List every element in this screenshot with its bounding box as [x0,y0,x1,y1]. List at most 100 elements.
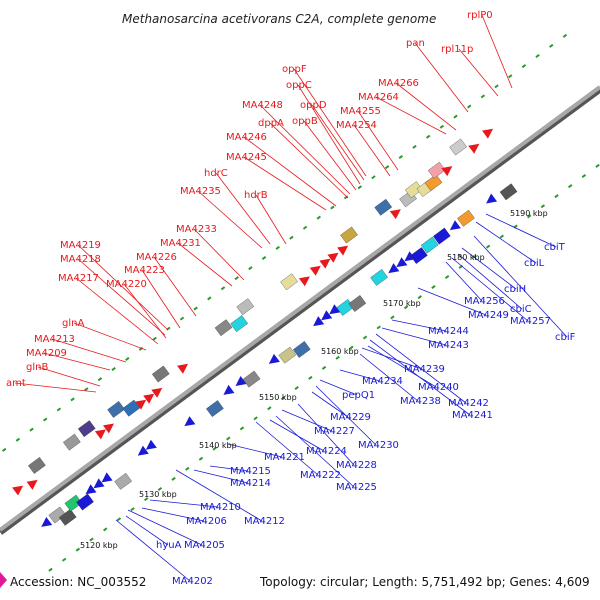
leader-line [125,515,169,546]
track-dot [179,316,185,321]
gene-block [64,494,83,512]
track-dot [308,375,313,380]
gene-block [151,365,170,383]
forward-gene-label: MA4233 [176,224,217,235]
leader-line [193,228,245,281]
reverse-gene-label: MA4239 [404,364,445,375]
track-dot [226,436,231,441]
forward-gene-label: rplP0 [467,10,493,21]
track-dot [130,507,135,512]
reverse-gene-arrow [137,445,149,456]
gene-block [236,298,255,316]
kbp-tick-label: 5150 kbp [259,393,297,402]
leader-line [123,283,167,339]
forward-gene-arrow [12,485,24,496]
leader-line [311,104,365,181]
forward-gene-label: hdrC [204,168,228,179]
track-dot [453,114,458,119]
gene-block [230,315,248,332]
track-dot [466,104,472,109]
forward-gene-label: MA4246 [226,132,267,143]
track-dot [595,163,600,168]
leader-line [227,443,283,458]
track-dot [321,365,327,370]
reverse-gene-label: cbiL [524,258,545,269]
forward-gene-arrow [177,363,189,374]
leader-line [14,382,97,393]
gene-block [58,508,77,526]
track-dot [567,184,573,189]
track-dot [234,276,239,281]
track-dot [398,155,404,159]
track-dot [343,195,349,200]
forward-gene-arrow [482,128,494,139]
track-dot [198,456,204,461]
forward-gene-arrow [135,399,147,410]
reverse-gene-label: MA4242 [448,398,489,409]
leader-line [281,409,333,432]
reverse-gene-label: MA4206 [186,516,227,527]
track-dot [335,355,340,360]
reverse-gene-label: cbiT [544,242,566,253]
reverse-gene-arrow [41,516,53,527]
forward-gene-label: amt [6,378,26,389]
track-dot [97,377,103,382]
track-dot [75,547,81,552]
track-dot [425,134,431,139]
forward-gene-label: pan [406,38,425,49]
leader-line [215,172,271,245]
track-dot [549,43,554,48]
leader-line [73,322,147,351]
leader-line [269,122,349,199]
gene-block [63,433,81,451]
reverse-gene-arrow [321,310,333,321]
reverse-gene-arrow [449,220,461,231]
track-dot [294,386,299,391]
track-dot [89,537,94,542]
track-dot [157,487,163,491]
reverse-gene-label: MA4224 [306,446,347,457]
forward-gene-label: MA4220 [106,279,147,290]
gene-block [374,198,393,216]
reverse-gene-arrow [101,472,113,483]
reverse-gene-label: MA4238 [400,396,441,407]
forward-gene-label: MA4226 [136,252,177,263]
leader-line [43,352,111,371]
reverse-gene-arrow [93,478,105,489]
forward-gene-label: MA4255 [340,106,381,117]
reverse-gene-label: MA4225 [336,482,377,493]
reverse-gene-label: MA4212 [244,516,285,527]
gene-block [278,346,297,364]
gene-block [76,493,94,511]
leader-line [255,421,319,476]
reverse-gene-label: MA4241 [452,410,493,421]
gene-block [348,295,367,312]
track-dot [431,285,436,290]
kbp-tick-label: 5190 kbp [510,209,548,218]
reverse-gene-arrow [268,353,280,364]
forward-gene-arrow [298,276,310,287]
leader-line [77,258,166,336]
gene-block [214,319,233,337]
track-dot [171,476,176,481]
reverse-gene-arrow [388,263,400,274]
track-dot [376,325,381,330]
reverse-gene-label: MA4249 [468,310,509,321]
leader-line [243,156,327,211]
topology-text: Topology: circular; Length: 5,751,492 bp… [259,575,590,589]
forward-gene-label: MA4266 [378,78,419,89]
forward-gene-label: MA4223 [124,265,165,276]
track-dot [239,426,245,431]
reverse-gene-label: MA4210 [200,502,241,513]
gene-block [424,174,443,192]
track-dot [472,254,477,259]
track-dot [535,54,540,59]
leader-line [297,403,355,466]
track-dot [499,234,505,239]
gene-block [499,183,518,201]
track-dot [138,346,144,351]
leader-line [141,269,181,329]
forward-gene-label: dppA [258,118,284,129]
